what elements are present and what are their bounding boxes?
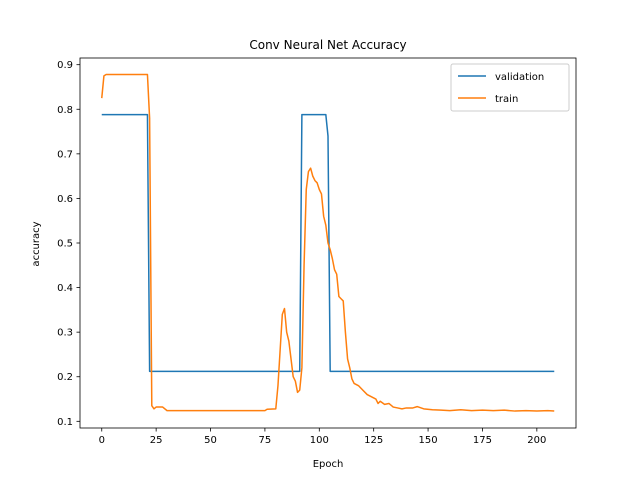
y-tick-label: 0.2 [57, 372, 73, 383]
y-tick-label: 0.5 [57, 239, 73, 250]
y-tick-label: 0.3 [57, 328, 73, 339]
x-tick-label: 50 [204, 435, 217, 446]
chart-title: Conv Neural Net Accuracy [249, 38, 406, 52]
series-line-train [101, 73, 555, 412]
y-tick-label: 0.8 [57, 105, 73, 116]
x-tick-label: 25 [150, 435, 163, 446]
axes: 0 25 50 75 100 125 150 175 200 0.1 0.2 0.3 0.4 0.5 0.6… [57, 57, 577, 446]
x-tick-label: 175 [473, 435, 492, 446]
x-tick-label: 150 [419, 435, 438, 446]
x-tick-label: 75 [259, 435, 272, 446]
y-tick-label: 0.1 [57, 417, 73, 428]
legend-label-validation: validation [495, 72, 544, 83]
x-tick-label: 100 [310, 435, 329, 446]
series-line-validation [101, 113, 555, 373]
y-tick-label: 0.6 [57, 194, 73, 205]
y-tick-label: 0.9 [57, 60, 73, 71]
y-tick-label: 0.4 [57, 283, 73, 294]
plot-lines [101, 73, 555, 412]
x-tick-label: 0 [99, 435, 105, 446]
legend-label-train: train [495, 94, 518, 105]
x-axis-label: Epoch [313, 459, 344, 470]
y-tick-label: 0.7 [57, 149, 73, 160]
legend: validation train [450, 63, 570, 112]
y-axis-label: accuracy [31, 221, 42, 266]
x-tick-label: 200 [527, 435, 546, 446]
x-tick-label: 125 [364, 435, 383, 446]
